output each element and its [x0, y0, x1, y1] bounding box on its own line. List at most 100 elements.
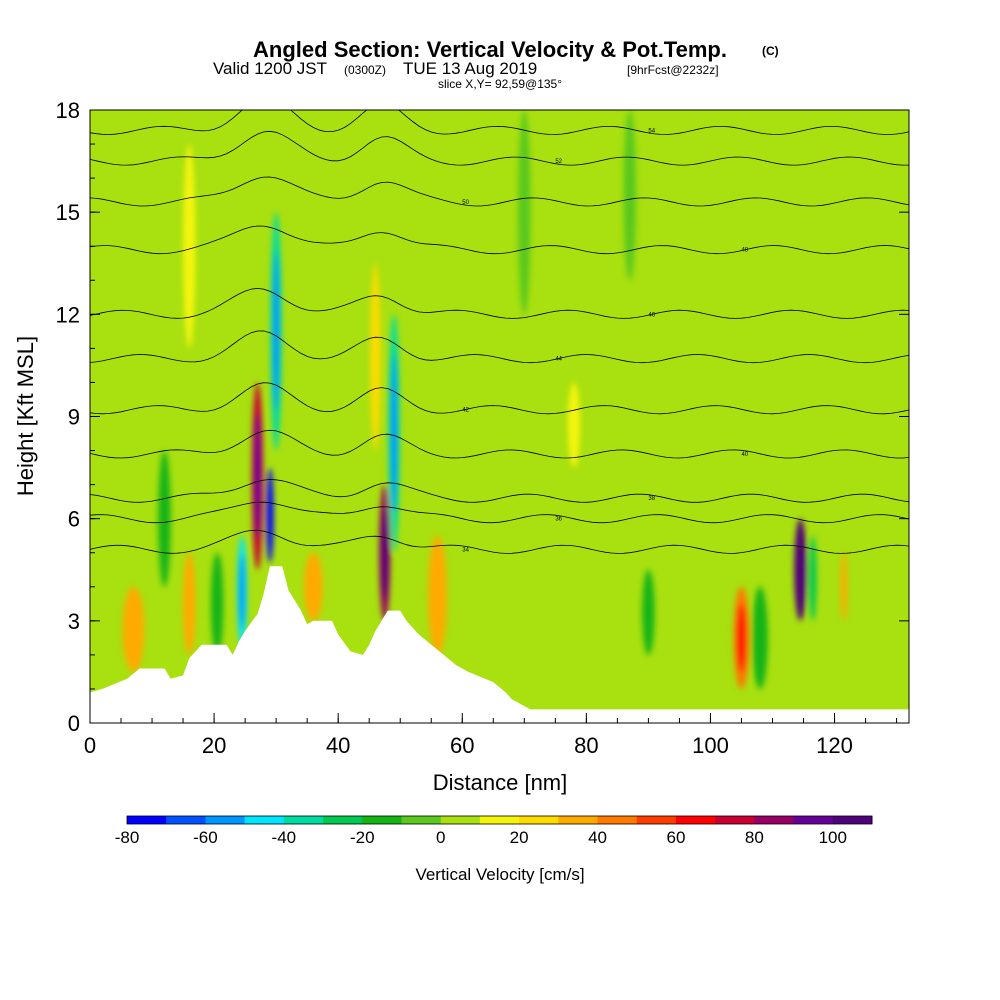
colorbar-tick-label: -60: [193, 828, 218, 847]
colorbar-swatch: [323, 816, 363, 824]
theta-contour: [90, 382, 909, 415]
y-tick-label: 12: [56, 302, 80, 327]
colorbar-tick-label: -40: [272, 828, 297, 847]
theta-contour: [90, 330, 909, 364]
velocity-cell: [183, 144, 196, 349]
colorbar-tick-label: -20: [350, 828, 375, 847]
colorbar-swatch: [401, 816, 442, 824]
colorbar-tick-label: 80: [745, 828, 764, 847]
y-tick-label: 15: [56, 200, 80, 225]
y-tick-label: 6: [68, 507, 80, 532]
theta-contour: [90, 479, 909, 503]
colorbar-frame: [126, 815, 873, 825]
velocity-cell-core: [239, 554, 245, 630]
forecast-info: [9hrFcst@2232z]: [627, 63, 719, 77]
colorbar-swatch: [832, 816, 873, 824]
colorbar-swatch: [166, 816, 206, 824]
colorbar-swatch: [597, 816, 638, 824]
velocity-cell: [840, 552, 847, 621]
theta-contour-label: 50: [462, 200, 469, 206]
chart-title: Angled Section: Vertical Velocity & Pot.…: [253, 37, 727, 62]
theta-contour: [90, 429, 909, 459]
theta-contour-label: 44: [555, 357, 562, 363]
velocity-cell-core: [267, 483, 273, 548]
x-axis-label: Distance [nm]: [433, 770, 568, 795]
velocity-cell: [370, 263, 381, 451]
valid-zulu: (0300Z): [344, 63, 386, 77]
theta-contour-label: 40: [741, 452, 748, 458]
velocity-cell: [642, 569, 655, 655]
terrain: [90, 566, 909, 723]
theta-contour: [90, 287, 909, 319]
velocity-cell: [183, 552, 196, 655]
colorbar-tick-label: 40: [588, 828, 607, 847]
colorbar-swatch: [715, 816, 755, 824]
theta-contour-label: 46: [648, 312, 655, 318]
x-tick-label: 40: [326, 733, 350, 758]
theta-contour: [90, 529, 909, 554]
velocity-cell: [518, 110, 531, 315]
colorbar-tick-label: 20: [510, 828, 529, 847]
velocity-cell-core: [390, 354, 398, 513]
colorbar-swatch: [793, 816, 834, 824]
colorbar-swatch: [675, 816, 716, 824]
theta-contour-label: 42: [462, 408, 469, 414]
plot-area: 34 36 38 40 42 44 46 48 50 52 54: [90, 110, 909, 723]
x-tick-label: 100: [692, 733, 729, 758]
theta-contour: [90, 130, 909, 166]
colorbar-swatch: [127, 816, 167, 824]
colorbar-tick-label: 100: [819, 828, 847, 847]
colorbar-swatch: [558, 816, 599, 824]
y-tick-label: 9: [68, 405, 80, 430]
valid-time: Valid 1200 JST: [213, 59, 327, 78]
velocity-cell-core: [796, 535, 804, 604]
colorbar-label: Vertical Velocity [cm/s]: [415, 865, 584, 884]
theta-contour-label: 36: [555, 517, 562, 523]
theta-contour-label: 52: [555, 159, 562, 165]
x-tick-label: 60: [450, 733, 474, 758]
theta-contour: [90, 176, 909, 207]
colorbar-swatch: [754, 816, 795, 824]
colorbar: -80 -60 -40 -20 0 20 40 60 80 100: [115, 815, 873, 847]
x-axis: 0 20 40 60 80 100 120: [84, 713, 898, 758]
y-axis-label: Height [Kft MSL]: [13, 336, 38, 496]
colorbar-swatch: [283, 816, 324, 824]
colorbar-tick-label: 60: [666, 828, 685, 847]
y-tick-label: 0: [68, 711, 80, 736]
colorbar-swatch: [479, 816, 520, 824]
colorbar-swatch: [362, 816, 402, 824]
colorbar-swatch: [205, 816, 246, 824]
velocity-cell: [809, 535, 817, 621]
theta-contour-label: 54: [648, 128, 655, 134]
velocity-cell-core: [272, 251, 280, 411]
theta-contour: [90, 501, 909, 524]
slice-info: slice X,Y= 92,59@135°: [438, 77, 562, 91]
velocity-cell: [210, 552, 224, 655]
y-tick-label: 3: [68, 609, 80, 634]
x-tick-label: 120: [816, 733, 853, 758]
velocity-cell: [567, 382, 581, 468]
velocity-cell: [122, 586, 145, 672]
x-tick-label: 0: [84, 733, 96, 758]
velocity-cell: [752, 586, 768, 689]
chart-title-units: (C): [762, 44, 779, 58]
colorbar-tick-label: 0: [436, 828, 445, 847]
colorbar-swatch: [636, 816, 677, 824]
plot-background: [90, 110, 909, 723]
colorbar-swatch: [244, 816, 285, 824]
theta-contour: [90, 110, 909, 135]
theta-contour-label: 48: [741, 248, 748, 254]
velocity-cell-core: [737, 603, 746, 672]
velocity-cell: [428, 535, 447, 655]
theta-contour-label: 38: [648, 496, 655, 502]
velocity-cell: [158, 450, 171, 587]
velocity-field: [122, 110, 847, 689]
x-tick-label: 80: [574, 733, 598, 758]
theta-contour-label: 34: [462, 547, 469, 553]
velocity-cell-core: [381, 507, 388, 599]
potential-temperature-contours: 34 36 38 40 42 44 46 48 50 52 54: [90, 110, 909, 554]
velocity-cell: [623, 110, 637, 281]
velocity-cell-core: [254, 413, 261, 539]
